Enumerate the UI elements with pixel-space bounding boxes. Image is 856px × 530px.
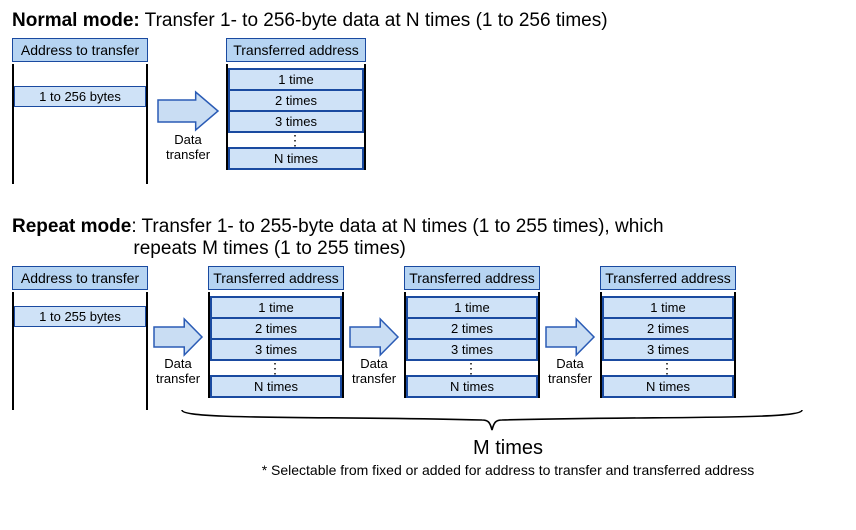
footnote: * Selectable from fixed or added for add…: [172, 462, 844, 478]
address-to-transfer-header: Address to transfer: [12, 266, 148, 290]
arrow-label: Data transfer: [548, 357, 592, 387]
destination-rails: 1 time2 times3 times⋮N times: [600, 292, 736, 398]
transferred-address-header: Transferred address: [226, 38, 366, 62]
data-transfer-arrow: Data transfer: [152, 317, 204, 387]
transfer-cell: 3 times: [228, 110, 364, 133]
source-rails: 1 to 255 bytes: [12, 292, 148, 410]
repeat-mode-label: Repeat mode: [12, 216, 131, 237]
normal-mode-desc: Transfer 1- to 256-byte data at N times …: [140, 10, 608, 31]
source-column: Address to transfer 1 to 255 bytes: [12, 266, 148, 410]
transferred-address-header: Transferred address: [404, 266, 540, 290]
transfer-cell-last: N times: [406, 375, 538, 398]
normal-mode-label: Normal mode:: [12, 10, 140, 31]
repeat-mode-title: Repeat mode: Transfer 1- to 255-byte dat…: [12, 194, 844, 260]
transfer-cell: 1 time: [228, 68, 364, 91]
destination-rails: 1 time2 times3 times⋮N times: [208, 292, 344, 398]
repeat-diagram: Address to transfer 1 to 255 bytes Data tr…: [12, 266, 844, 410]
transfer-cell: 1 time: [406, 296, 538, 319]
m-times-label: M times: [172, 437, 844, 460]
transfer-cell: 3 times: [210, 338, 342, 361]
destination-rails: 1 time2 times3 times⋮N times: [404, 292, 540, 398]
transfer-cell: 2 times: [406, 317, 538, 340]
normal-mode-title: Normal mode: Transfer 1- to 256-byte dat…: [12, 10, 844, 32]
transfer-cell: 1 time: [210, 296, 342, 319]
destination-rails: 1 time2 times3 times⋮N times: [226, 64, 366, 170]
transferred-address-header: Transferred address: [600, 266, 736, 290]
transfer-cell: 2 times: [210, 317, 342, 340]
arrow-label: Data transfer: [166, 133, 210, 163]
source-rails: 1 to 256 bytes: [12, 64, 148, 184]
address-to-transfer-header: Address to transfer: [12, 38, 148, 62]
data-transfer-arrow: Data transfer: [156, 89, 220, 163]
arrow-label: Data transfer: [156, 357, 200, 387]
transfer-cell: 1 time: [602, 296, 734, 319]
transfer-cell: 3 times: [406, 338, 538, 361]
normal-diagram: Address to transfer 1 to 256 bytes Data tr…: [12, 38, 844, 184]
destination-column: Transferred address1 time2 times3 times⋮…: [404, 266, 540, 398]
destination-column: Transferred address1 time2 times3 times⋮…: [208, 266, 344, 398]
data-transfer-arrow: Data transfer: [348, 317, 400, 387]
transfer-cell-last: N times: [228, 147, 364, 170]
destination-column: Transferred address1 time2 times3 times⋮…: [226, 38, 366, 170]
m-times-brace-wrap: M times * Selectable from fixed or added…: [172, 408, 844, 478]
destination-column: Transferred address1 time2 times3 times⋮…: [600, 266, 736, 398]
data-transfer-arrow: Data transfer: [544, 317, 596, 387]
bytes-box: 1 to 256 bytes: [14, 86, 146, 107]
curly-brace: [172, 408, 812, 434]
source-column: Address to transfer 1 to 256 bytes: [12, 38, 148, 184]
transfer-cell-last: N times: [602, 375, 734, 398]
transfer-cell: 2 times: [228, 89, 364, 112]
transfer-cell: 2 times: [602, 317, 734, 340]
arrow-label: Data transfer: [352, 357, 396, 387]
bytes-box: 1 to 255 bytes: [14, 306, 146, 327]
transferred-address-header: Transferred address: [208, 266, 344, 290]
transfer-cell-last: N times: [210, 375, 342, 398]
transfer-cell: 3 times: [602, 338, 734, 361]
